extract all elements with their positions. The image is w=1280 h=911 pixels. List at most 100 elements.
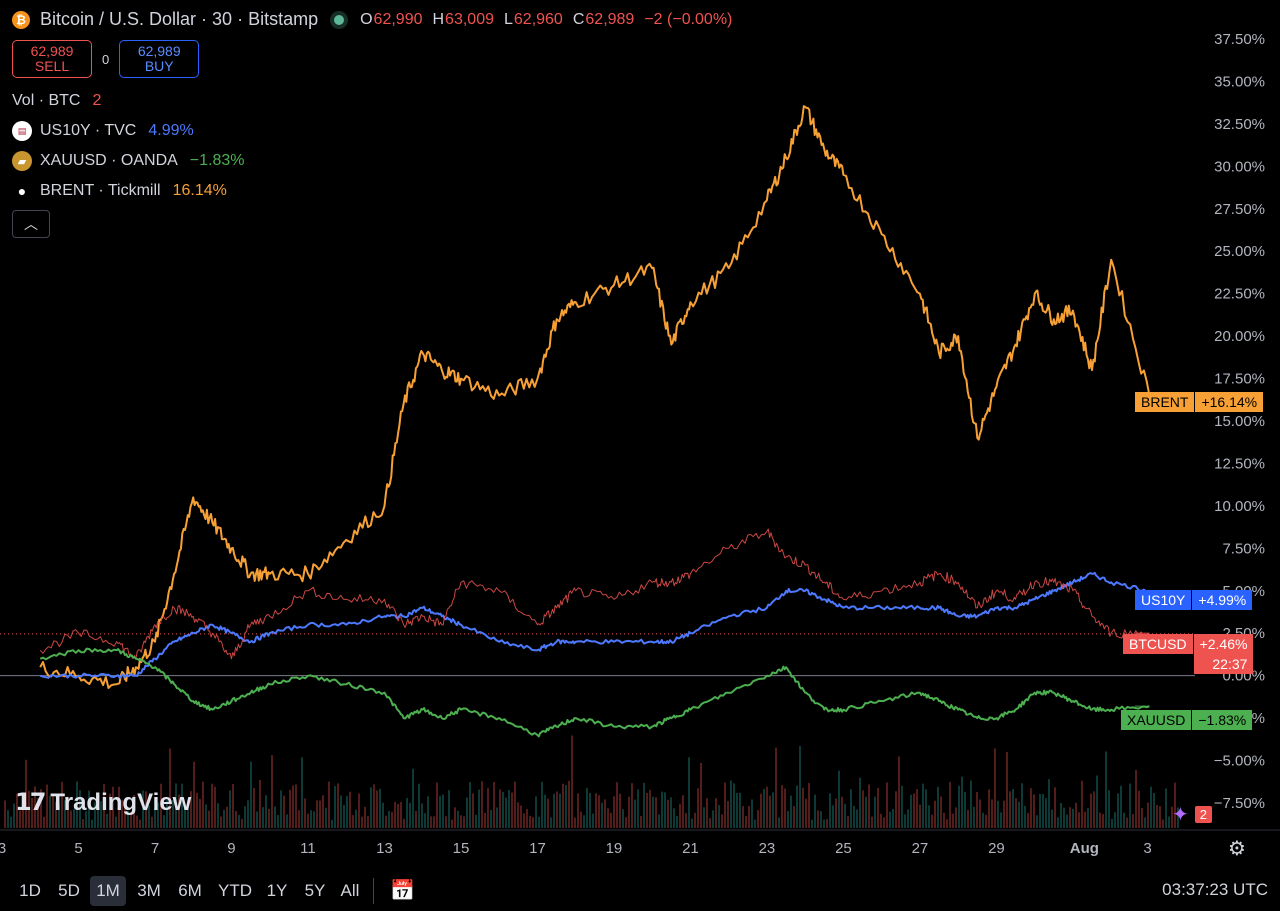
volume-bar	[868, 784, 870, 828]
legend-brent[interactable]: ● BRENT · Tickmill 16.14%	[12, 181, 227, 201]
range-5d[interactable]: 5D	[58, 881, 80, 900]
utc-clock[interactable]: 03:37:23 UTC	[1162, 880, 1268, 899]
volume-bar	[607, 808, 609, 828]
volume-bar	[832, 805, 834, 828]
volume-bar	[898, 756, 900, 828]
x-tick-label: 21	[682, 840, 699, 857]
x-tick-label: 5	[74, 840, 82, 857]
series-line-xauusd	[39, 647, 1150, 738]
range-3m[interactable]: 3M	[137, 881, 161, 900]
volume-bar	[1042, 793, 1044, 828]
volume-bar	[715, 798, 717, 828]
gear-icon[interactable]: ⚙	[1228, 838, 1246, 860]
volume-bar	[793, 806, 795, 828]
buy-button[interactable]: 62,989 BUY	[119, 40, 200, 78]
volume-bar	[1162, 819, 1164, 828]
volume-bar	[949, 781, 951, 828]
y-tick-label: 20.00%	[1214, 328, 1265, 345]
volume-bar	[1057, 817, 1059, 828]
volume-bar	[907, 809, 909, 828]
range-5y[interactable]: 5Y	[304, 881, 326, 900]
volume-bar	[790, 795, 792, 828]
x-tick-label: 7	[151, 840, 159, 857]
range-6m[interactable]: 6M	[178, 881, 202, 900]
volume-bar	[574, 817, 576, 828]
range-ytd[interactable]: YTD	[218, 881, 252, 900]
volume-bar	[529, 815, 531, 828]
series-line-brent	[39, 105, 1151, 689]
volume-bar	[472, 793, 474, 828]
volume-bar	[370, 787, 372, 828]
legend-us10y-label: US10Y · TVC	[40, 122, 137, 139]
range-all[interactable]: All	[340, 881, 360, 900]
volume-bar	[421, 803, 423, 828]
sell-button[interactable]: 62,989 SELL	[12, 40, 92, 78]
volume-bar	[46, 784, 48, 828]
volume-bar	[181, 783, 183, 828]
volume-bar	[781, 785, 783, 828]
volume-bar	[643, 782, 645, 828]
alerts-widget[interactable]: ✦ 2	[1172, 802, 1212, 827]
x-tick-label: 29	[988, 840, 1005, 857]
us10y-price-tag: US10Y +4.99%	[1135, 590, 1253, 610]
volume-bar	[484, 812, 486, 828]
volume-bar	[1096, 775, 1098, 828]
tradingview-watermark[interactable]: 𝟭𝟳 TradingView	[15, 788, 191, 817]
volume-bar	[1075, 802, 1077, 828]
volume-bar	[865, 796, 867, 828]
volume-bar	[253, 787, 255, 828]
x-tick-label: 25	[835, 840, 852, 857]
volume-bar	[109, 793, 111, 828]
volume-bar	[1051, 809, 1053, 828]
volume-bar	[367, 815, 369, 828]
volume-bar	[433, 816, 435, 828]
volume-bar	[211, 783, 213, 828]
volume-bar	[916, 789, 918, 828]
buy-price: 62,989	[137, 43, 181, 59]
volume-bar	[559, 793, 561, 828]
volume-bar	[493, 782, 495, 828]
volume-bar	[910, 794, 912, 828]
volume-bar	[661, 791, 663, 828]
volume-bar	[325, 807, 327, 828]
volume-bar	[169, 748, 171, 828]
volume-bar	[976, 792, 978, 828]
volume-bar	[745, 815, 747, 828]
x-tick-label: 19	[606, 840, 623, 857]
legend-us10y[interactable]: ▤ US10Y · TVC 4.99%	[12, 121, 194, 141]
chevron-up-icon: ︿	[24, 216, 38, 232]
spread-value: 0	[102, 51, 110, 67]
volume-bar	[1135, 770, 1137, 828]
volume-bar	[436, 782, 438, 828]
volume-bar	[91, 819, 93, 828]
date-range-calendar-icon[interactable]: 📅	[390, 880, 415, 902]
volume-bar	[994, 748, 996, 828]
volume-bar	[394, 801, 396, 828]
y-tick-label: 22.50%	[1214, 286, 1265, 303]
us10y-tag-name: US10Y	[1135, 590, 1192, 610]
volume-bar	[568, 780, 570, 828]
symbol-title[interactable]: Bitcoin / U.S. Dollar · 30 · Bitstamp	[40, 9, 319, 29]
legend-volume[interactable]: Vol · BTC 2	[12, 92, 101, 110]
volume-bar	[1024, 805, 1026, 828]
volume-bar	[442, 794, 444, 828]
volume-bar	[943, 812, 945, 828]
volume-bar	[1099, 812, 1101, 828]
range-1d[interactable]: 1D	[19, 881, 41, 900]
volume-bar	[1093, 791, 1095, 828]
volume-bar	[889, 811, 891, 828]
collapse-legend-button[interactable]: ︿	[12, 210, 50, 238]
volume-bar	[148, 805, 150, 828]
volume-bar	[736, 793, 738, 828]
series-line-us10y	[39, 571, 1150, 679]
volume-bar	[7, 810, 9, 828]
volume-bar	[49, 795, 51, 828]
y-tick-label: 10.00%	[1214, 498, 1265, 515]
legend-xauusd[interactable]: ▰ XAUUSD · OANDA −1.83%	[12, 151, 245, 171]
volume-bar	[115, 816, 117, 828]
volume-bar	[481, 781, 483, 828]
range-1y[interactable]: 1Y	[266, 881, 288, 900]
volume-bar	[667, 799, 669, 828]
range-1m[interactable]: 1M	[90, 876, 126, 906]
